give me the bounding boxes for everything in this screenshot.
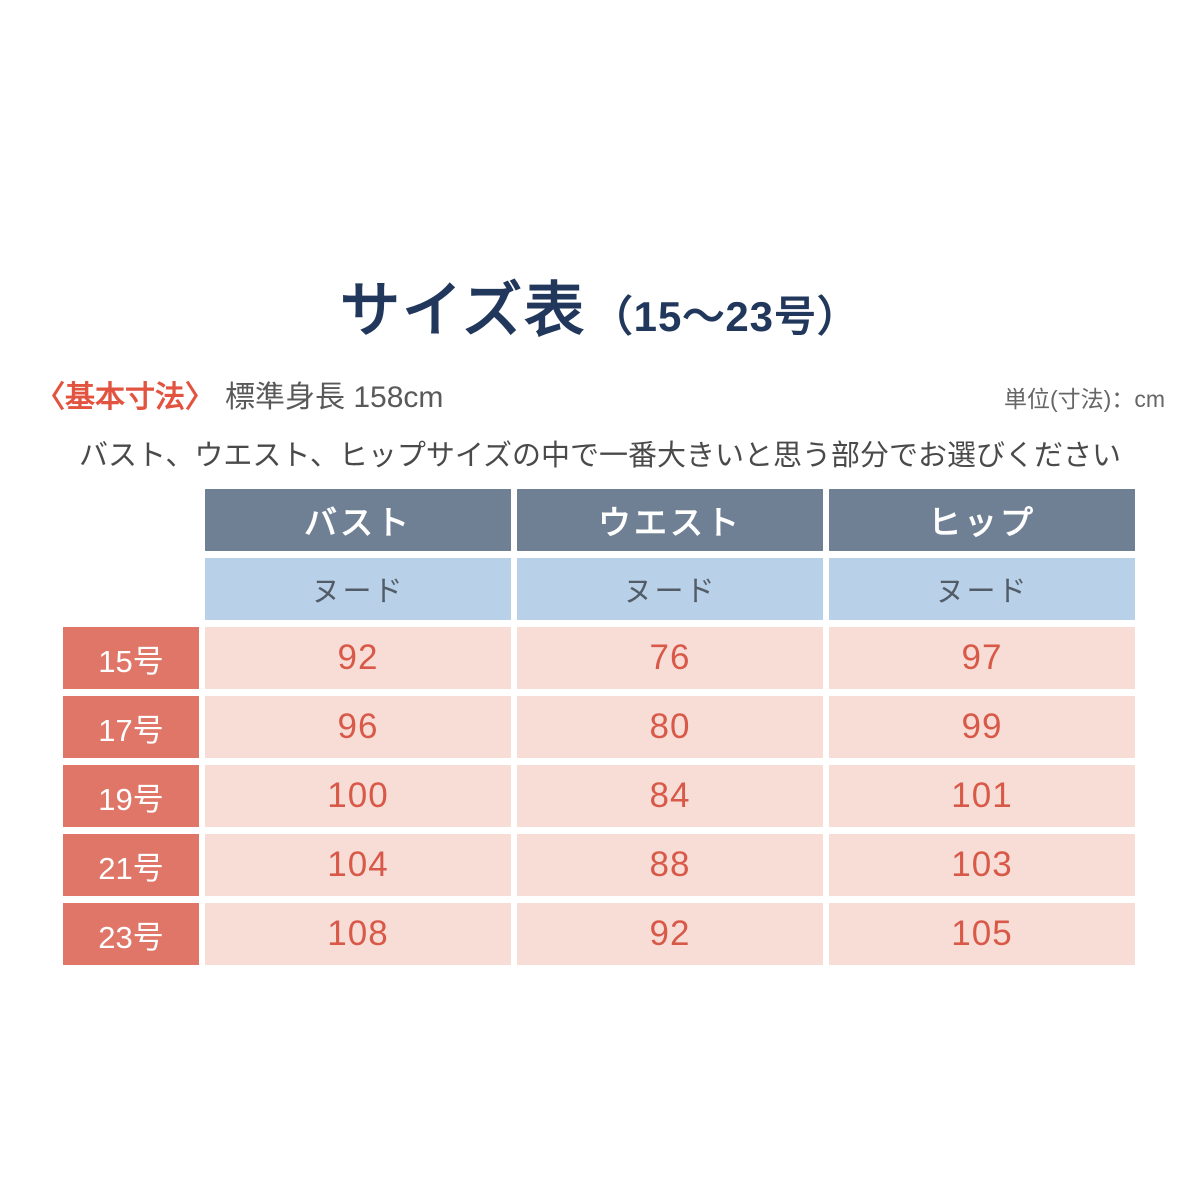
cell-size15-hip: 97: [829, 627, 1135, 689]
column-header-waist: ウエスト: [517, 489, 823, 551]
row-label-size-21: 21号: [63, 834, 199, 896]
cell-size15-bust: 92: [205, 627, 511, 689]
row-label-size-23: 23号: [63, 903, 199, 965]
row-label-size-17: 17号: [63, 696, 199, 758]
subheader-nude-bust: ヌード: [205, 558, 511, 620]
cell-size17-hip: 99: [829, 696, 1135, 758]
subheader-nude-hip: ヌード: [829, 558, 1135, 620]
cell-size15-waist: 76: [517, 627, 823, 689]
page-title: サイズ表 （15〜23号）: [0, 262, 1200, 349]
cell-size23-bust: 108: [205, 903, 511, 965]
row-label-size-15: 15号: [63, 627, 199, 689]
cell-size19-bust: 100: [205, 765, 511, 827]
basic-measurements: 〈基本寸法〉 標準身長 158cm: [35, 372, 443, 416]
cell-size19-hip: 101: [829, 765, 1135, 827]
cell-size23-waist: 92: [517, 903, 823, 965]
meta-row: 〈基本寸法〉 標準身長 158cm 単位(寸法)：cm: [0, 372, 1200, 416]
page-title-text: サイズ表: [339, 277, 587, 344]
cell-size21-hip: 103: [829, 834, 1135, 896]
column-header-hip: ヒップ: [829, 489, 1135, 551]
cell-size19-waist: 84: [517, 765, 823, 827]
cell-size17-bust: 96: [205, 696, 511, 758]
subheader-nude-waist: ヌード: [517, 558, 823, 620]
column-header-bust: バスト: [205, 489, 511, 551]
standard-height-value: 標準身長 158cm: [225, 381, 444, 414]
basic-measurements-label: 〈基本寸法〉: [35, 381, 215, 414]
cell-size23-hip: 105: [829, 903, 1135, 965]
cell-size17-waist: 80: [517, 696, 823, 758]
cell-size21-waist: 88: [517, 834, 823, 896]
page-title-range: （15〜23号）: [590, 293, 861, 340]
selection-instruction: バスト、ウエスト、ヒップサイズの中で一番大きいと思う部分でお選びください: [79, 440, 1121, 472]
row-label-size-19: 19号: [63, 765, 199, 827]
unit-note: 単位(寸法)：cm: [1004, 386, 1165, 412]
table-corner-spacer: [63, 489, 199, 551]
cell-size21-bust: 104: [205, 834, 511, 896]
table-corner-spacer: [63, 558, 199, 620]
size-table: バスト ウエスト ヒップ ヌード ヌード ヌード 15号 92 76 97 17…: [63, 489, 1135, 965]
